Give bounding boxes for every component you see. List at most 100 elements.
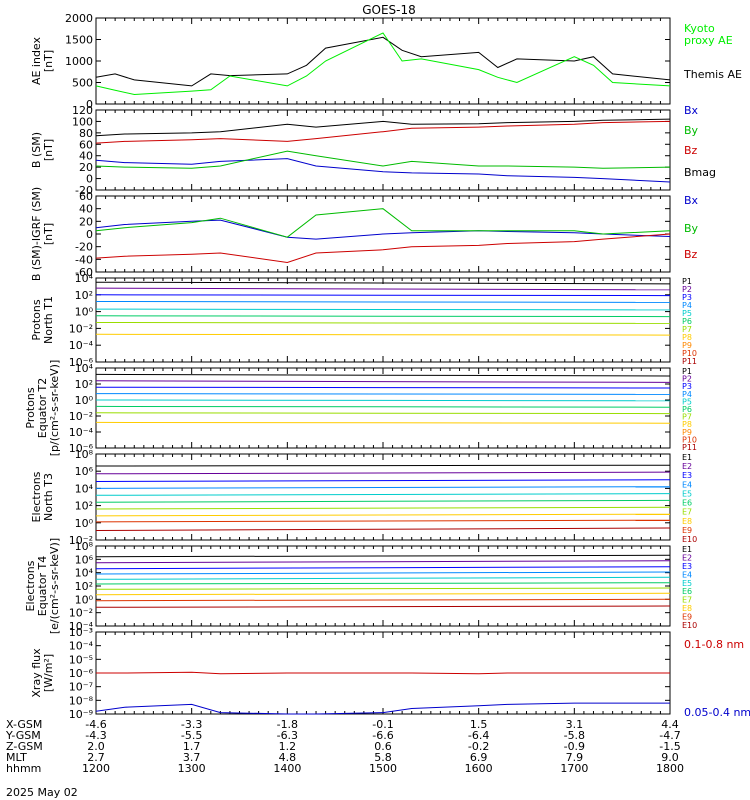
x-axis-value: 1.5	[470, 718, 488, 731]
x-axis-value: -3.3	[181, 718, 202, 731]
series-line-p4	[95, 301, 671, 303]
y-tick-label: 10⁻⁴	[69, 640, 94, 653]
legend-entry: E5	[682, 489, 692, 498]
y-tick-label: 100	[72, 115, 93, 128]
x-axis-value: 6.9	[470, 751, 488, 764]
y-tick-label: 2000	[65, 12, 93, 25]
series-line-e6	[95, 499, 671, 503]
y-tick-label: 1500	[65, 34, 93, 47]
x-axis-value: -4.3	[85, 729, 106, 742]
x-axis-value: -6.4	[468, 729, 489, 742]
y-tick-label: 10⁸	[75, 540, 94, 553]
legend-entry: E2	[682, 553, 692, 562]
series-line-e10	[95, 605, 671, 608]
legend-entry: E1	[682, 545, 692, 554]
y-axis-label: [nT]	[42, 139, 55, 161]
legend-entry: P7	[682, 413, 692, 422]
legend-entry: E2	[682, 462, 692, 471]
y-tick-label: 10²	[75, 500, 93, 513]
x-axis-value: -1.8	[277, 718, 298, 731]
y-axis-label: B (SM)-IGRF (SM)	[30, 187, 43, 281]
legend-entry: P3	[682, 382, 692, 391]
legend-entry: E1	[682, 453, 692, 462]
panel-frame	[95, 277, 671, 363]
legend-entry: P11	[682, 443, 697, 452]
legend-entry: P6	[682, 317, 692, 326]
y-axis-label: [e/(cm²-s-sr-keV)]	[48, 538, 61, 634]
x-axis-value: 7.9	[566, 751, 584, 764]
y-axis-label: Electrons	[24, 560, 37, 611]
legend-entry: P10	[682, 435, 697, 444]
y-tick-label: 10⁰	[75, 306, 94, 319]
series-line-e2	[95, 471, 671, 475]
legend-entry: proxy AE	[684, 34, 733, 47]
legend-entry: E9	[682, 526, 692, 535]
y-tick-label: 10²	[75, 289, 93, 302]
legend-entry: Bz	[684, 248, 698, 261]
legend-entry: E3	[682, 562, 692, 571]
legend-entry: E7	[682, 596, 692, 605]
x-axis-value: -1.5	[659, 740, 680, 753]
y-tick-label: 10⁻⁸	[69, 694, 94, 707]
legend-entry: P5	[682, 309, 692, 318]
legend-entry: P2	[682, 375, 692, 384]
x-axis-value: 5.8	[374, 751, 392, 764]
legend-entry: E6	[682, 587, 692, 596]
series-line-e8	[95, 513, 671, 517]
legend-entry: P9	[682, 428, 692, 437]
y-tick-label: 500	[72, 77, 93, 90]
series-line-e5	[95, 576, 671, 580]
legend-entry: Bz	[684, 144, 698, 157]
series-line-by	[95, 150, 671, 169]
series-line-e6	[95, 582, 671, 585]
y-tick-label: 10⁻³	[69, 626, 93, 639]
x-axis-value: -5.5	[181, 729, 202, 742]
series-line-e1	[95, 464, 671, 467]
series-line-p6	[95, 405, 671, 408]
y-tick-label: 10⁻⁴	[69, 620, 94, 633]
series-line-p3	[95, 386, 671, 389]
legend-entry: E10	[682, 535, 697, 544]
legend-entry: E6	[682, 499, 692, 508]
legend-entry: Bx	[684, 194, 699, 207]
y-axis-label: Protons	[24, 387, 37, 428]
y-tick-label: 40	[79, 150, 93, 163]
y-tick-label: 0	[86, 173, 93, 186]
y-axis-label: AE index	[30, 36, 43, 85]
x-axis-value: 1500	[369, 762, 397, 775]
y-tick-label: 0	[86, 98, 93, 111]
series-line-p1	[95, 281, 671, 285]
x-axis-value: -0.2	[468, 740, 489, 753]
legend-entry: P2	[682, 285, 692, 294]
y-tick-label: 10⁰	[75, 517, 94, 530]
legend-entry: E4	[682, 570, 692, 579]
y-tick-label: 10⁻⁷	[69, 681, 93, 694]
y-tick-label: 10⁻⁵	[69, 653, 93, 666]
legend-entry: E9	[682, 613, 692, 622]
series-line-e9	[95, 519, 671, 523]
y-tick-label: 10⁻²	[69, 534, 93, 547]
y-tick-label: 40	[79, 203, 93, 216]
series-line-p8	[95, 333, 671, 336]
series-line-e1	[95, 554, 671, 558]
y-tick-label: -40	[75, 253, 93, 266]
series-line-e10	[95, 527, 671, 531]
date-label: 2025 May 02	[6, 786, 78, 799]
y-tick-label: 1000	[65, 55, 93, 68]
x-axis-value: -5.8	[564, 729, 585, 742]
legend-entry: E3	[682, 471, 692, 480]
x-axis-value: 4.8	[279, 751, 297, 764]
series-line-e4	[95, 486, 671, 489]
x-axis-row-label: MLT	[6, 751, 27, 764]
y-tick-label: 10²	[75, 580, 93, 593]
series-line-e4	[95, 571, 671, 575]
y-tick-label: 10⁻⁴	[69, 426, 94, 439]
y-tick-label: 60	[79, 138, 93, 151]
y-tick-label: 10⁴	[75, 272, 94, 285]
y-tick-label: 10²	[75, 378, 93, 391]
x-axis-value: -4.6	[85, 718, 106, 731]
